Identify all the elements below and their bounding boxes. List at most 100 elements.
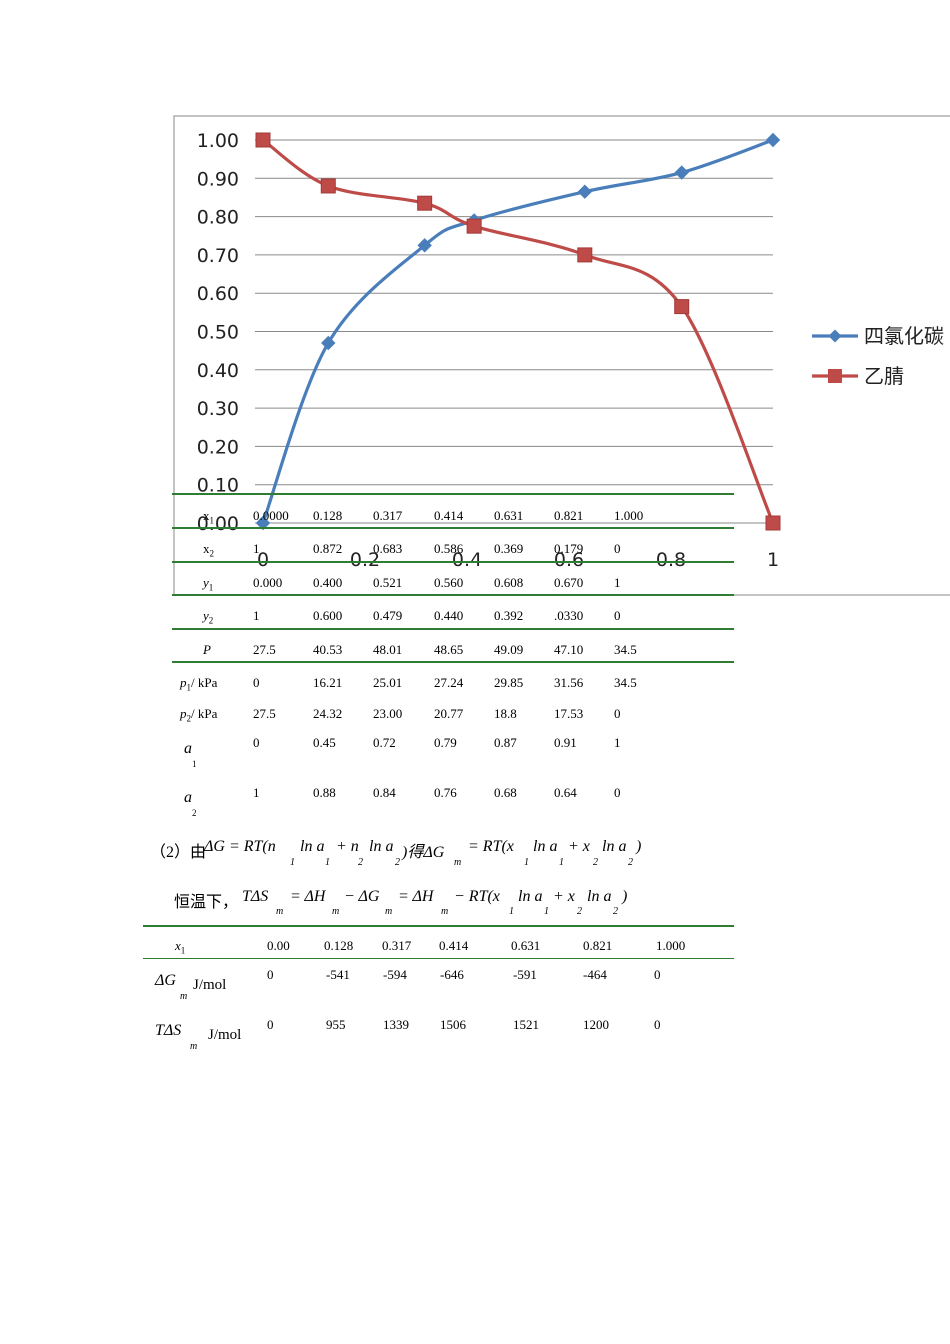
eq1-sub: 1 — [559, 857, 564, 868]
table1-cell: 0.521 — [373, 575, 403, 590]
table2-cell: 1.000 — [656, 938, 686, 953]
y-tick-label: 0.40 — [197, 360, 239, 382]
table2-cell: 1506 — [440, 1017, 466, 1032]
y-tick-label: 0.50 — [197, 322, 239, 344]
table1-cell: 1 — [614, 575, 621, 590]
row-symbol: p — [180, 675, 187, 690]
eq2-sub: m — [441, 906, 449, 917]
x-tick-label: 0.6 — [554, 549, 584, 571]
table1-cell: 0.91 — [554, 735, 577, 750]
eq2-part-b: = ΔH — [290, 888, 326, 905]
table2-cell: -464 — [583, 967, 607, 982]
table1-cell: 0.79 — [434, 735, 457, 750]
eq1-part-d: ln a — [369, 838, 394, 855]
eq1-sub: 2 — [628, 857, 633, 868]
table2-row2-unit: J/mol — [208, 1027, 242, 1043]
y-tick-label: 0.10 — [197, 475, 239, 497]
row-subscript: 1 — [209, 515, 215, 526]
table1-cell: 27.24 — [434, 675, 464, 690]
table1-cell: 0.0000 — [253, 508, 289, 523]
row-symbol: x — [203, 541, 210, 556]
table1-cell: 29.85 — [494, 675, 524, 690]
table1-cell: 0.87 — [494, 735, 517, 750]
table2-cell: 0 — [267, 967, 274, 982]
table1-cell: 0.76 — [434, 785, 457, 800]
eq1-part-g: ln a — [533, 838, 558, 855]
row-symbol: y — [203, 575, 209, 590]
row-subscript: 1 — [186, 682, 192, 693]
table1-cell: 0.400 — [313, 575, 343, 590]
eq2-sub: m — [276, 906, 284, 917]
table2-cell: 0.414 — [439, 938, 469, 953]
row-subscript: 2 — [192, 808, 197, 819]
table1-cell: 0.179 — [554, 541, 584, 556]
series-2-point — [577, 247, 593, 263]
table1-row-label: a2 — [184, 790, 197, 819]
series-1-point — [417, 238, 432, 253]
table1-cell: 0.392 — [494, 608, 524, 623]
series-2-point — [417, 195, 433, 211]
table1-cell: 0 — [614, 541, 621, 556]
table1-cell: 16.21 — [313, 675, 343, 690]
table1-cell: 48.65 — [434, 642, 464, 657]
table1-cell: 27.5 — [253, 706, 276, 721]
table2-cell: 955 — [326, 1017, 346, 1032]
series-2-point — [320, 178, 336, 194]
table1-cell: 0.600 — [313, 608, 343, 623]
table1-cell: 0.000 — [253, 575, 283, 590]
table2-row1-label: ΔG — [155, 972, 176, 989]
eq2-sub: 1 — [509, 906, 514, 917]
eq2-part-g: + x — [553, 888, 575, 905]
table2-cell: 0.631 — [511, 938, 541, 953]
eq1-part-b: ln a — [300, 838, 325, 855]
table1-cell: 25.01 — [373, 675, 403, 690]
table1-cell: 0.586 — [434, 541, 464, 556]
table1-cell: 0.821 — [554, 508, 584, 523]
eq1-prefix: （2）由 — [150, 844, 207, 861]
eq1-sub: m — [454, 857, 462, 868]
row-subscript: 2 — [208, 615, 214, 626]
table1-cell: 18.8 — [494, 706, 517, 721]
x-tick-label: 0.8 — [656, 549, 686, 571]
eq1-sub: 2 — [593, 857, 598, 868]
table1-cell: 0 — [253, 735, 260, 750]
eq1-sub: 2 — [358, 857, 363, 868]
table1-cell: 0.608 — [494, 575, 524, 590]
y-tick-label: 1.00 — [197, 130, 239, 152]
table1-cell: 0.631 — [494, 508, 524, 523]
chart-y-ticks: 0.00 0.10 0.20 0.30 0.40 0.50 0.60 0.70 0.80 0.90… — [197, 130, 239, 535]
series-1-point — [674, 165, 689, 180]
row-subscript: 2 — [209, 548, 215, 559]
eq2-part-c: − ΔG — [344, 888, 380, 905]
table1-rule — [172, 561, 734, 563]
table2-cell: 0.00 — [267, 938, 290, 953]
table1-cell: 40.53 — [313, 642, 343, 657]
table2-cell: 0.128 — [324, 938, 354, 953]
table1-cell: 0.479 — [373, 608, 403, 623]
eq2-prefix: 恒温下， — [174, 894, 239, 911]
eq2-sub: 1 — [544, 906, 549, 917]
x-tick-label: 0.2 — [350, 549, 380, 571]
table1-cell: 0.88 — [313, 785, 336, 800]
series-1-point — [321, 335, 336, 351]
y-tick-label: 0.00 — [197, 513, 239, 535]
table2-row2-sub: m — [190, 1041, 198, 1052]
table1-row-label: y2 — [203, 608, 213, 629]
eq2-sub: m — [332, 906, 340, 917]
table1-cell: 27.5 — [253, 642, 276, 657]
row-unit: / kPa — [191, 706, 218, 721]
table2-cell: 0 — [267, 1017, 274, 1032]
table1-cell: 0 — [614, 785, 621, 800]
table2-cell: -591 — [513, 967, 537, 982]
eq1-sub: 1 — [325, 857, 330, 868]
table2-cell: 1521 — [513, 1017, 539, 1032]
eq2-part-f: ln a — [518, 888, 543, 905]
table1-rule — [172, 594, 734, 596]
table1-cell: 31.56 — [554, 675, 584, 690]
eq1-part-c: + n — [336, 838, 359, 855]
table1-cell: 0.414 — [434, 508, 464, 523]
eq1-part-h: + x — [568, 838, 590, 855]
x-tick-label: 1 — [767, 549, 779, 571]
eq1-part-e: )得ΔG — [402, 844, 445, 861]
